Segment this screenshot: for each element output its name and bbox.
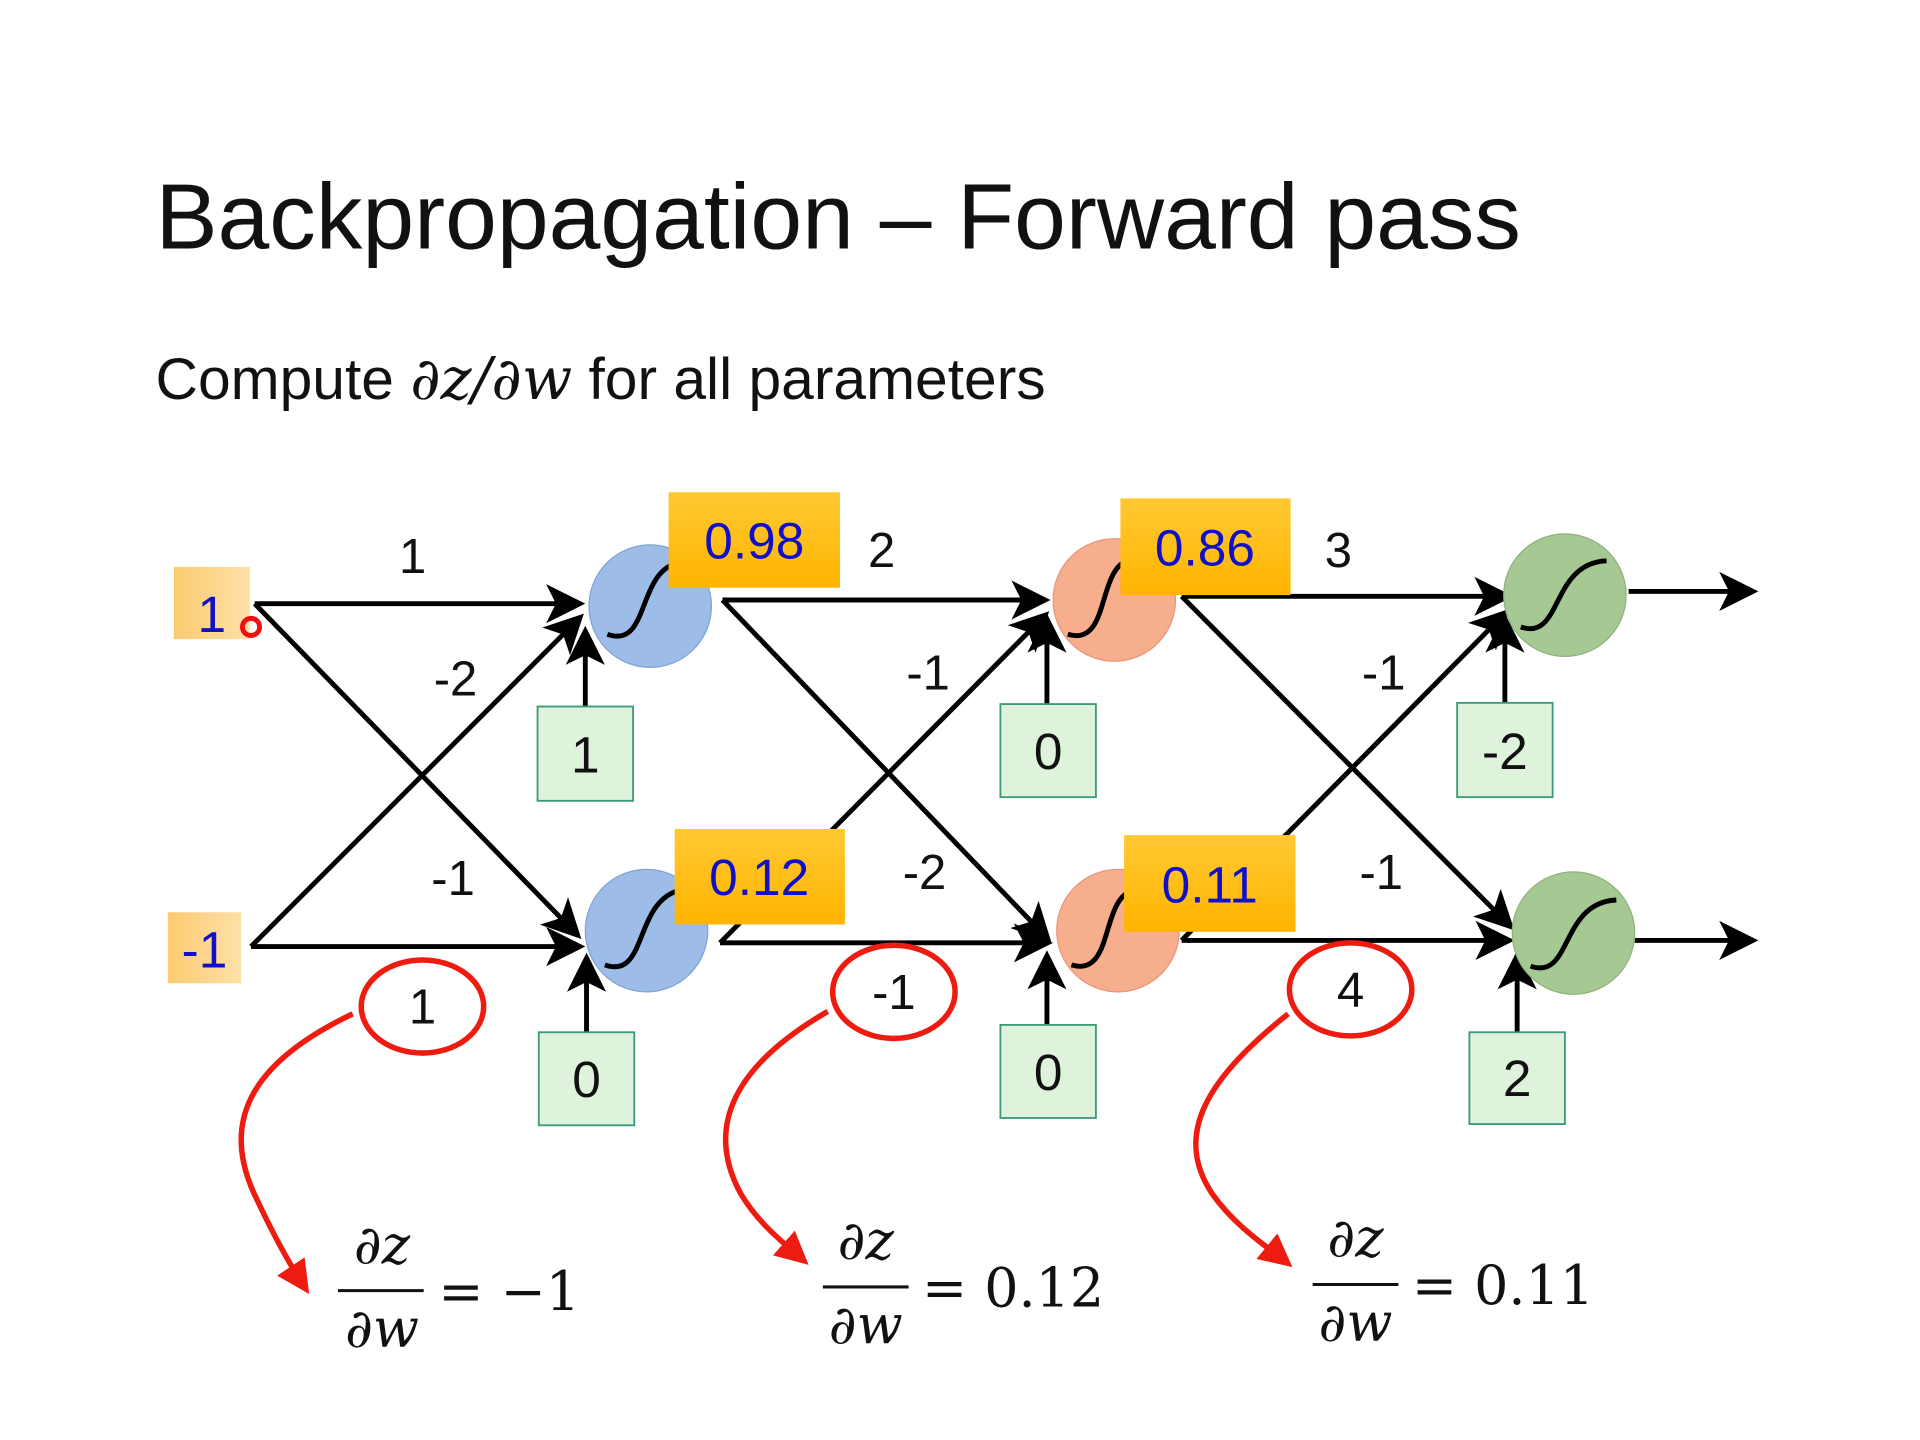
weight-label: -1: [906, 646, 950, 700]
bias-l3-1: -2: [1482, 722, 1528, 780]
weight-label: -1: [1359, 846, 1403, 900]
bias-boxes: [536, 701, 1566, 1127]
bias-l2-1: 0: [1034, 722, 1063, 780]
svg-text:∂z: ∂z: [838, 1209, 895, 1272]
svg-text:-1: -1: [872, 966, 916, 1020]
weight-label: -1: [431, 852, 475, 906]
svg-text:∂w: ∂w: [1319, 1291, 1393, 1354]
weight-label: -1: [1362, 646, 1406, 700]
svg-text:∂w: ∂w: [829, 1293, 903, 1356]
weight-label: -2: [434, 653, 478, 707]
svg-text:1: 1: [409, 981, 436, 1035]
svg-text:∂w: ∂w: [345, 1297, 419, 1360]
weight-label: 2: [868, 524, 895, 578]
svg-text:0.86: 0.86: [1155, 519, 1255, 577]
slide-title: Backpropagation – Forward pass: [156, 165, 1521, 269]
bias-l1-2: 0: [572, 1050, 601, 1108]
svg-text:= 0.11: = 0.11: [1412, 1254, 1594, 1317]
weight-label: -2: [903, 846, 947, 900]
svg-text:∂z: ∂z: [354, 1214, 411, 1277]
svg-text:0.12: 0.12: [709, 848, 809, 906]
cursor-pointer-icon: [240, 615, 263, 638]
svg-text:= 0.12: = 0.12: [922, 1257, 1104, 1320]
bias-l1-1: 1: [571, 726, 600, 784]
annotation-1: 1 ∂z ∂w = −1: [238, 957, 580, 1360]
bias-l2-2: 0: [1034, 1043, 1063, 1101]
activation-box-l1-1: 0.98: [668, 492, 840, 588]
sigmoid-curve-icon: [604, 558, 1617, 971]
sigmoid-neuron-l3-1: [1503, 533, 1627, 657]
input-node-1: 1: [173, 566, 250, 643]
neurons: [584, 533, 1636, 995]
input-node-2: -1: [167, 912, 242, 984]
slide-subtitle: Compute ∂z/∂w for all parameters: [156, 344, 1046, 413]
weight-label: 1: [399, 530, 426, 584]
activation-box-l2-2: 0.11: [1124, 835, 1296, 932]
svg-text:0.98: 0.98: [704, 511, 804, 569]
svg-text:∂z: ∂z: [1327, 1206, 1384, 1269]
svg-text:0.11: 0.11: [1162, 855, 1258, 913]
svg-text:-1: -1: [182, 920, 228, 978]
bias-l3-2: 2: [1503, 1049, 1532, 1107]
activation-box-l2-1: 0.86: [1120, 498, 1291, 596]
annotation-3: 4 ∂z ∂w = 0.11: [1193, 940, 1594, 1354]
annotation-2: -1 ∂z ∂w = 0.12: [723, 942, 1104, 1356]
weight-label: 3: [1325, 524, 1352, 578]
activation-box-l1-2: 0.12: [674, 828, 845, 925]
svg-text:1: 1: [198, 585, 227, 643]
svg-text:= −1: = −1: [438, 1260, 580, 1323]
svg-text:4: 4: [1337, 964, 1364, 1018]
